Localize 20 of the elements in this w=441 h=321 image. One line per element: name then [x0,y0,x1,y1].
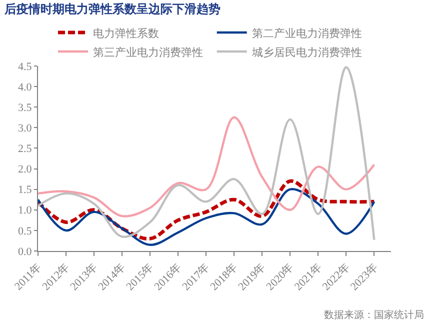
line-series [38,179,376,241]
legend-label: 城乡居民电力消费弹性 [250,46,362,59]
y-tick-label: 2.5 [18,143,32,156]
legend-label: 第二产业电力消费弹性 [252,26,362,40]
y-tick-label: 0.5 [18,225,32,238]
y-tick-label: 1.0 [18,204,32,217]
line-series [38,188,376,246]
y-tick-label: 3.5 [18,102,32,114]
line-series [38,66,376,241]
legend-label: 第三产业电力消费弹性 [93,46,203,59]
y-tick-label: 4.5 [18,60,32,73]
y-tick-label: 3.0 [18,122,32,135]
y-tick-label: 4.0 [18,81,32,94]
y-tick-label: 1.5 [18,184,32,196]
line-series [38,116,376,218]
source-note: 数据来源：国家统计局 [324,309,424,321]
legend-label: 电力弹性系数 [93,26,159,40]
chart-title: 后疫情时期电力弹性系数呈边际下滑趋势 [3,2,220,16]
y-tick-label: 0.0 [18,246,32,258]
y-tick-label: 2.0 [18,164,32,176]
